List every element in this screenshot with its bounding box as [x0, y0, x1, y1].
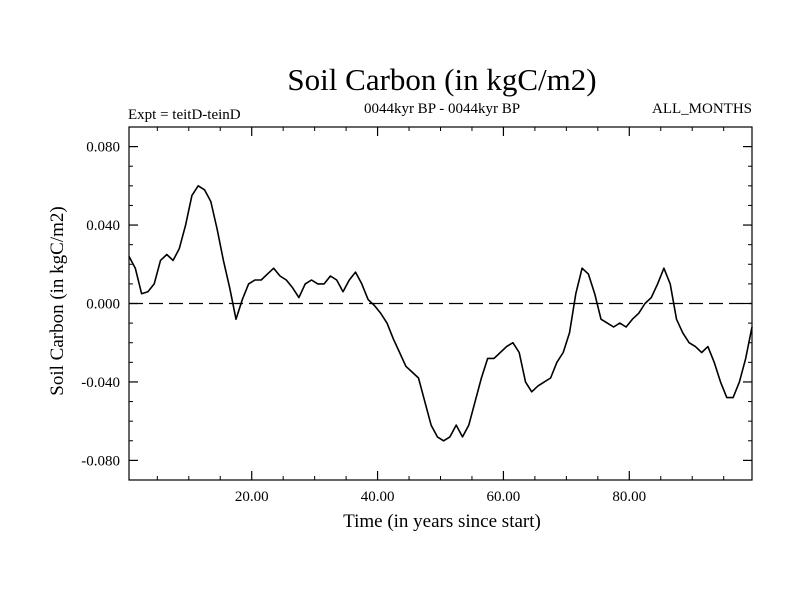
x-tick-label: 40.00 — [361, 489, 395, 505]
y-tick-label: -0.080 — [81, 453, 120, 469]
x-tick-label: 80.00 — [612, 489, 646, 505]
x-tick-label: 20.00 — [235, 489, 269, 505]
x-tick-label: 60.00 — [487, 489, 521, 505]
y-tick-label: -0.040 — [81, 375, 120, 391]
y-tick-label: 0.000 — [86, 297, 120, 313]
chart-title: Soil Carbon (in kgC/m2) — [287, 62, 596, 97]
plot-frame — [128, 126, 753, 481]
plot-area: 20.00 40.00 60.00 80.00 0.080 0.040 0.000 -0.04… — [81, 126, 753, 505]
soil-carbon-series-line — [128, 185, 753, 442]
experiment-label: Expt = teitD-teinD — [128, 107, 241, 123]
months-label: ALL_MONTHS — [652, 101, 752, 117]
y-tick-label: 0.040 — [86, 218, 120, 234]
y-axis-label: Soil Carbon (in kgC/m2) — [47, 206, 68, 395]
y-tick-label: 0.080 — [86, 140, 120, 156]
period-label: 0044kyr BP - 0044kyr BP — [364, 101, 520, 117]
x-axis-label: Time (in years since start) — [343, 511, 541, 532]
